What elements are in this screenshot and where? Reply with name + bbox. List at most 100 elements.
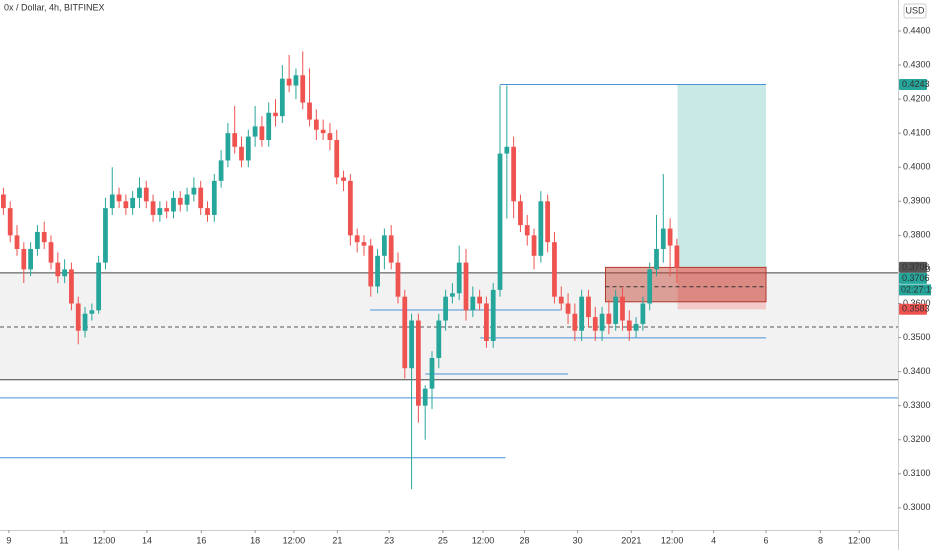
currency-box[interactable] [903, 3, 927, 19]
candle-body [327, 133, 333, 140]
candle-body [531, 235, 537, 256]
countdown: 02:27:19 [901, 284, 932, 294]
candle-body [518, 201, 523, 226]
candle-body [552, 242, 557, 297]
price-tag [899, 261, 927, 273]
price-tag-label: 0.3706 [902, 273, 930, 283]
candle-body [313, 119, 319, 130]
candle-body [157, 208, 163, 215]
y-tick-label: 0.3400 [903, 366, 931, 376]
candle-body [545, 201, 551, 243]
candle-body [395, 262, 401, 297]
candle-body [674, 245, 680, 268]
candle-body [416, 320, 421, 406]
y-tick-label: 0.4100 [903, 128, 931, 138]
candle-body [511, 146, 517, 202]
countdown-tag [899, 284, 931, 296]
candle-body [96, 262, 102, 311]
candle-body [667, 228, 673, 246]
candle-body [307, 102, 312, 120]
x-tick-label: 18 [250, 535, 260, 545]
candle-body [361, 242, 367, 246]
candle-body [463, 262, 469, 311]
candle-body [116, 194, 122, 202]
candle-body [143, 187, 149, 202]
candle-body [82, 313, 88, 331]
candle-body [497, 153, 503, 290]
candle-body [626, 320, 632, 331]
candle-body [422, 388, 428, 406]
y-tick-label: 0.4400 [903, 25, 931, 35]
candle-body [490, 289, 496, 341]
y-tick-label: 0.3600 [903, 298, 931, 308]
x-tick-label: 21 [332, 535, 342, 545]
candle-body [586, 296, 591, 318]
price-tag [899, 303, 927, 315]
candle-body [456, 262, 462, 294]
candle-body [381, 235, 387, 256]
y-tick-label: 0.3300 [903, 400, 931, 410]
candle-body [28, 248, 33, 270]
y-tick-label: 0.3100 [903, 468, 931, 478]
candle-body [640, 303, 646, 324]
x-tick-label: 11 [59, 535, 68, 545]
candle-body [41, 231, 47, 243]
price-tag-label: 0.3583 [902, 304, 930, 314]
price-tag-label: 0.3706 [902, 262, 930, 272]
candle-body [62, 269, 68, 277]
y-tick-label: 0.4000 [903, 162, 931, 172]
x-tick-label: 4 [711, 535, 716, 545]
candle-body [300, 75, 306, 103]
candle-body [232, 133, 238, 147]
candle-body [75, 303, 81, 331]
candle-body [477, 296, 482, 304]
candle-body [130, 197, 136, 209]
candle-body [354, 235, 360, 243]
candle-body [388, 235, 394, 263]
candle-body [211, 180, 217, 215]
candle-body [245, 136, 251, 161]
x-tick-label: 12:00 [661, 535, 684, 545]
candle-body [239, 146, 244, 161]
candle-body [409, 320, 414, 369]
candle-body [279, 78, 285, 117]
x-tick-label: 28 [520, 535, 530, 545]
candle-body [205, 208, 210, 215]
candle-body [558, 296, 564, 304]
candle-body [252, 126, 258, 137]
candle-body [35, 231, 40, 249]
candle-body [606, 313, 612, 324]
x-tick-label: 12:00 [283, 535, 306, 545]
candle-body [334, 139, 340, 178]
target-area [677, 84, 767, 268]
candle-body [103, 208, 108, 263]
candle-body [654, 248, 659, 270]
y-tick-label: 0.3200 [903, 434, 931, 444]
candle-body [150, 201, 156, 215]
y-tick-label: 0.3000 [903, 502, 931, 512]
candle-body [538, 201, 544, 256]
candle-body [347, 180, 353, 236]
x-tick-label: 6 [764, 535, 769, 545]
range-box [604, 266, 767, 303]
candle-body [450, 293, 455, 297]
candle-body [69, 269, 74, 304]
candle-body [375, 255, 380, 287]
currency: USD [905, 5, 925, 15]
candle-body [320, 129, 326, 134]
candle-body [137, 187, 142, 198]
x-tick-label: 2021 [621, 535, 641, 545]
y-tick-label: 0.3500 [903, 332, 931, 342]
candle-body [177, 197, 183, 205]
candle-body [1, 194, 6, 209]
candle-body [218, 160, 224, 181]
candle-body [592, 317, 598, 331]
x-tick-label: 30 [573, 535, 583, 545]
y-tick-label: 0.4300 [903, 59, 931, 69]
y-tick-label: 0.3900 [903, 196, 931, 206]
candle-body [273, 112, 278, 117]
candle-body [198, 187, 204, 209]
y-tick-label: 0.3800 [903, 230, 931, 240]
x-tick-label: 16 [196, 535, 206, 545]
